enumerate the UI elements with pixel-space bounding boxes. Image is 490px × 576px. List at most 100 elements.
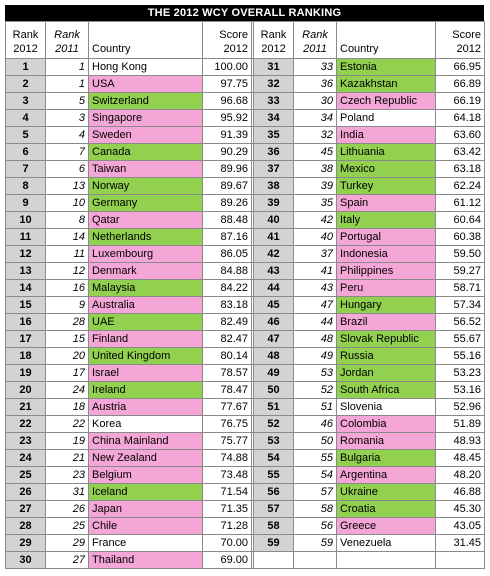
rank-2012-cell: 44 [253, 279, 294, 297]
rank-2011-cell: 29 [45, 534, 89, 552]
score-cell: 63.42 [435, 143, 485, 161]
table-row: 20 24 Ireland 78.47 50 52 South Africa 53.16 [5, 381, 485, 399]
score-cell: 52.96 [435, 398, 485, 416]
score-cell: 80.14 [202, 347, 252, 365]
table-row: 3 5 Switzerland 96.68 33 30 Czech Republic 66.1… [5, 92, 485, 110]
rank-2011-cell: 35 [293, 194, 337, 212]
score-cell: 60.64 [435, 211, 485, 229]
rank-2012-cell: 23 [5, 432, 46, 450]
table-row: 4 3 Singapore 95.92 34 34 Poland 64.18 [5, 109, 485, 127]
rank-2012-cell: 31 [253, 58, 294, 76]
country-cell: Sweden [88, 126, 203, 144]
country-cell: China Mainland [88, 432, 203, 450]
rank-2012-cell: 57 [253, 500, 294, 518]
rank-2011-cell: 36 [293, 75, 337, 93]
rank-2011-cell: 7 [45, 143, 89, 161]
rank-2011-cell: 16 [45, 279, 89, 297]
header-country: Country [336, 21, 436, 59]
score-cell: 89.96 [202, 160, 252, 178]
header-score: Score 2012 [202, 21, 252, 59]
rank-2012-cell: 1 [5, 58, 46, 76]
rank-2011-cell: 23 [45, 466, 89, 484]
rank-2012-cell: 42 [253, 245, 294, 263]
score-cell: 82.47 [202, 330, 252, 348]
country-cell: Mexico [336, 160, 436, 178]
table-row: 29 29 France 70.00 59 59 Venezuela 31.45 [5, 534, 485, 552]
country-cell: Malaysia [88, 279, 203, 297]
rank-2012-cell: 4 [5, 109, 46, 127]
rank-2012-cell: 15 [5, 296, 46, 314]
score-cell: 71.28 [202, 517, 252, 535]
table-row: 17 15 Finland 82.47 47 48 Slovak Republic 55.67 [5, 330, 485, 348]
country-cell: Australia [88, 296, 203, 314]
country-cell: Thailand [88, 551, 203, 569]
country-cell: Brazil [336, 313, 436, 331]
rank-2012-cell: 17 [5, 330, 46, 348]
country-cell: Turkey [336, 177, 436, 195]
country-cell: Italy [336, 211, 436, 229]
rank-2011-cell: 24 [45, 381, 89, 399]
country-cell: Israel [88, 364, 203, 382]
rank-2012-cell: 53 [253, 432, 294, 450]
rank-2011-cell: 42 [293, 211, 337, 229]
country-cell: Estonia [336, 58, 436, 76]
score-cell: 53.16 [435, 381, 485, 399]
rank-2011-cell: 59 [293, 534, 337, 552]
score-cell: 51.89 [435, 415, 485, 433]
rank-2012-cell: 20 [5, 381, 46, 399]
country-cell: Russia [336, 347, 436, 365]
score-cell: 73.48 [202, 466, 252, 484]
score-cell: 66.89 [435, 75, 485, 93]
score-cell: 100.00 [202, 58, 252, 76]
score-cell: 57.34 [435, 296, 485, 314]
country-cell: USA [88, 75, 203, 93]
rank-2011-cell: 47 [293, 296, 337, 314]
empty-cell [253, 551, 294, 569]
rank-2012-cell: 12 [5, 245, 46, 263]
country-cell: Netherlands [88, 228, 203, 246]
score-cell: 78.57 [202, 364, 252, 382]
score-cell: 48.45 [435, 449, 485, 467]
rank-2011-cell: 34 [293, 109, 337, 127]
country-cell: Qatar [88, 211, 203, 229]
rank-2012-cell: 18 [5, 347, 46, 365]
score-cell: 74.88 [202, 449, 252, 467]
table-row: 22 22 Korea 76.75 52 46 Colombia 51.89 [5, 415, 485, 433]
table-row: 18 20 United Kingdom 80.14 48 49 Russia 55.16 [5, 347, 485, 365]
rank-2012-cell: 52 [253, 415, 294, 433]
table-row: 21 18 Austria 77.67 51 51 Slovenia 52.96 [5, 398, 485, 416]
table-row: 2 1 USA 97.75 32 36 Kazakhstan 66.89 [5, 75, 485, 93]
ranking-table: Rank 2012 Rank 2011 Country Score 2012 Rank… [5, 21, 485, 569]
table-row: 12 11 Luxembourg 86.05 42 37 Indonesia 59.50 [5, 245, 485, 263]
table-row: 30 27 Thailand 69.00 [5, 551, 485, 569]
table-row: 7 6 Taiwan 89.96 37 38 Mexico 63.18 [5, 160, 485, 178]
ranking-table-container: THE 2012 WCY OVERALL RANKING Rank 2012 Ra… [5, 5, 485, 571]
rank-2012-cell: 33 [253, 92, 294, 110]
rank-2012-cell: 51 [253, 398, 294, 416]
rank-2012-cell: 56 [253, 483, 294, 501]
header-rank-2011: Rank 2011 [293, 21, 337, 59]
rank-2011-cell: 52 [293, 381, 337, 399]
score-cell: 71.35 [202, 500, 252, 518]
country-cell: Germany [88, 194, 203, 212]
rank-2011-cell: 8 [45, 211, 89, 229]
table-row: 5 4 Sweden 91.39 35 32 India 63.60 [5, 126, 485, 144]
score-cell: 45.30 [435, 500, 485, 518]
country-cell: Colombia [336, 415, 436, 433]
rank-2011-cell: 41 [293, 262, 337, 280]
rank-2012-cell: 45 [253, 296, 294, 314]
score-cell: 82.49 [202, 313, 252, 331]
country-cell: Romania [336, 432, 436, 450]
country-cell: Spain [336, 194, 436, 212]
country-cell: Peru [336, 279, 436, 297]
rank-2012-cell: 48 [253, 347, 294, 365]
rank-2012-cell: 28 [5, 517, 46, 535]
rank-2012-cell: 38 [253, 177, 294, 195]
country-cell: Philippines [336, 262, 436, 280]
score-cell: 89.26 [202, 194, 252, 212]
country-cell: France [88, 534, 203, 552]
score-cell: 59.27 [435, 262, 485, 280]
score-cell: 63.18 [435, 160, 485, 178]
table-row: 24 21 New Zealand 74.88 54 55 Bulgaria 48.45 [5, 449, 485, 467]
score-cell: 53.23 [435, 364, 485, 382]
